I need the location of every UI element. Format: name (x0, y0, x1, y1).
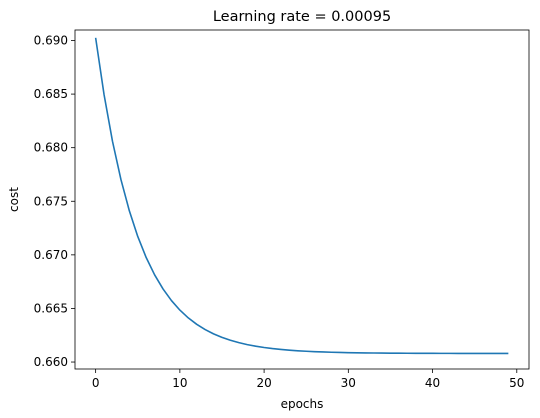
y-tick-label: 0.675 (34, 194, 68, 208)
y-tick-label: 0.660 (34, 355, 68, 369)
chart-title: Learning rate = 0.00095 (213, 9, 391, 25)
y-axis-ticks: 0.660 0.665 0.670 0.675 0.680 0.685 0.690 (34, 34, 75, 369)
y-tick-label: 0.685 (34, 87, 68, 101)
x-tick-label: 20 (256, 376, 271, 390)
x-tick-label: 50 (509, 376, 524, 390)
chart-marks (94, 37, 509, 355)
plot-frame (74, 29, 530, 370)
x-tick-label: 10 (172, 376, 187, 390)
cost-series-line (94, 37, 509, 355)
x-tick-label: 0 (92, 376, 100, 390)
y-tick-label: 0.680 (34, 141, 68, 155)
x-axis-ticks: 0 10 20 30 40 50 (92, 369, 524, 390)
x-axis-label: epochs (281, 397, 324, 411)
y-axis-label: cost (7, 187, 21, 212)
y-tick-label: 0.670 (34, 248, 68, 262)
y-tick-label: 0.665 (34, 301, 68, 315)
x-tick-label: 40 (425, 376, 440, 390)
y-tick-label: 0.690 (34, 34, 68, 48)
x-tick-label: 30 (341, 376, 356, 390)
